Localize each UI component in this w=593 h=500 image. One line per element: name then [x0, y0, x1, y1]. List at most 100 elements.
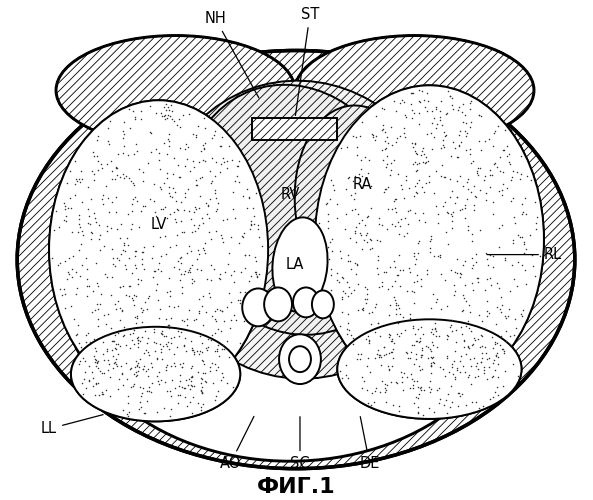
- Point: [519, 250, 529, 258]
- Point: [103, 347, 112, 355]
- Point: [206, 336, 216, 344]
- Point: [203, 202, 213, 209]
- Point: [371, 136, 380, 144]
- Point: [405, 336, 415, 344]
- Point: [222, 162, 232, 170]
- Point: [95, 395, 104, 403]
- Point: [420, 315, 429, 323]
- Point: [56, 196, 65, 203]
- Point: [498, 345, 507, 353]
- Point: [110, 358, 120, 366]
- Point: [133, 359, 143, 367]
- Point: [380, 146, 390, 154]
- Point: [425, 376, 434, 384]
- Point: [343, 270, 352, 278]
- Point: [139, 244, 148, 252]
- Point: [480, 164, 489, 172]
- Point: [136, 403, 146, 411]
- Point: [426, 130, 436, 138]
- Point: [111, 360, 121, 368]
- Point: [326, 176, 336, 184]
- Point: [420, 366, 429, 374]
- Point: [358, 306, 368, 314]
- Point: [120, 172, 129, 180]
- Point: [141, 132, 151, 140]
- Point: [503, 188, 512, 196]
- Point: [181, 266, 190, 274]
- Point: [366, 168, 375, 176]
- Point: [116, 124, 125, 132]
- Point: [180, 286, 189, 294]
- Point: [136, 253, 145, 261]
- Point: [455, 126, 465, 134]
- Point: [368, 132, 378, 140]
- Point: [166, 314, 176, 322]
- Point: [98, 338, 108, 345]
- Point: [349, 286, 358, 294]
- Point: [423, 266, 432, 274]
- Point: [388, 344, 397, 352]
- Point: [437, 160, 447, 168]
- Point: [426, 378, 435, 386]
- Point: [426, 348, 435, 356]
- Point: [407, 252, 417, 260]
- Point: [316, 222, 326, 230]
- Point: [364, 212, 373, 220]
- Point: [374, 133, 383, 141]
- Point: [378, 306, 387, 314]
- Point: [120, 290, 130, 298]
- Point: [336, 247, 345, 255]
- Point: [144, 330, 153, 338]
- Point: [460, 338, 469, 345]
- Point: [358, 328, 367, 336]
- Point: [128, 370, 138, 378]
- Point: [87, 229, 97, 237]
- Point: [520, 266, 530, 274]
- Point: [212, 214, 222, 222]
- Point: [465, 105, 474, 113]
- Point: [455, 268, 464, 276]
- Point: [362, 148, 372, 156]
- Point: [219, 256, 228, 264]
- Point: [208, 224, 217, 232]
- Point: [529, 262, 538, 270]
- Point: [227, 272, 236, 280]
- Point: [449, 290, 458, 298]
- Point: [391, 138, 401, 145]
- Point: [137, 333, 146, 341]
- Point: [170, 300, 179, 308]
- Point: [251, 188, 261, 196]
- Point: [207, 358, 216, 366]
- Point: [243, 187, 253, 195]
- Point: [346, 167, 356, 175]
- Point: [160, 111, 170, 119]
- Point: [151, 334, 161, 342]
- Point: [179, 384, 189, 392]
- Point: [103, 222, 112, 230]
- Point: [93, 379, 103, 387]
- Point: [449, 146, 459, 154]
- Point: [126, 124, 135, 132]
- Point: [193, 368, 202, 376]
- Point: [213, 325, 223, 333]
- Point: [122, 341, 131, 349]
- Point: [362, 213, 372, 221]
- Point: [396, 180, 405, 188]
- Point: [425, 128, 434, 136]
- Point: [73, 284, 82, 292]
- Point: [189, 284, 199, 292]
- Point: [417, 242, 426, 250]
- Point: [527, 230, 537, 238]
- Point: [133, 314, 142, 322]
- Point: [431, 103, 441, 111]
- Point: [491, 352, 500, 360]
- Point: [486, 178, 495, 186]
- Point: [499, 138, 508, 145]
- Point: [480, 327, 490, 335]
- Point: [381, 366, 391, 374]
- Point: [179, 278, 189, 286]
- Point: [60, 202, 69, 210]
- Point: [158, 112, 167, 120]
- Point: [167, 392, 176, 400]
- Point: [346, 290, 355, 298]
